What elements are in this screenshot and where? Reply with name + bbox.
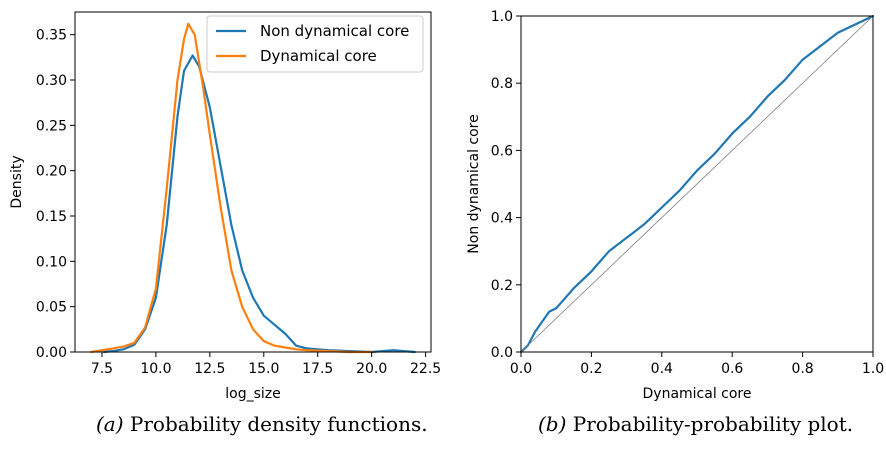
pp-y-tick-label: 0.6 [491, 143, 513, 159]
pp-y-tick-label: 1.0 [491, 9, 513, 25]
density-chart: 7.5 10.0 12.5 15.0 17.5 20.0 22.5 0.00 0.05 0.10… [9, 11, 441, 402]
density-legend: Non dynamical core Dynamical core [206, 15, 424, 73]
pp-x-tick-label: 0.6 [721, 361, 743, 377]
caption-b-text: Probability-probability plot. [572, 412, 854, 436]
pp-chart: 0.0 0.2 0.4 0.6 0.8 1.0 0.0 0.2 0.4 0.6 0.8 1.0 Dy… [466, 9, 884, 402]
density-x-tick-label: 20.0 [356, 361, 387, 377]
pp-x-tick-label: 0.0 [510, 361, 532, 377]
density-y-tick-label: 0.15 [36, 209, 67, 225]
pp-x-tick-label: 0.8 [791, 361, 813, 377]
density-x-tick-label: 12.5 [194, 361, 225, 377]
caption-a-text: Probability density functions. [129, 412, 428, 436]
pp-y-ticks: 0.0 0.2 0.4 0.6 0.8 1.0 [491, 9, 521, 361]
density-x-ticks: 7.5 10.0 12.5 15.0 17.5 20.0 22.5 [91, 352, 441, 377]
pp-x-tick-label: 0.4 [651, 361, 673, 377]
caption-b: (b) Probability-probability plot. [538, 412, 853, 436]
density-y-tick-label: 0.30 [36, 73, 67, 89]
legend-label-non-dynamical-core: Non dynamical core [260, 22, 409, 40]
density-x-tick-label: 17.5 [302, 361, 333, 377]
pp-y-axis-label: Non dynamical core [466, 114, 482, 253]
density-y-tick-label: 0.25 [36, 118, 67, 134]
density-y-tick-label: 0.20 [36, 164, 67, 180]
pp-plot-frame [520, 15, 874, 353]
pp-x-tick-label: 1.0 [862, 361, 884, 377]
density-line-dynamical-core [90, 22, 373, 354]
legend-label-dynamical-core: Dynamical core [260, 47, 377, 65]
density-x-tick-label: 10.0 [140, 361, 171, 377]
pp-y-tick-label: 0.2 [491, 278, 513, 294]
density-y-axis-label: Density [9, 155, 25, 208]
pp-y-tick-label: 0.0 [491, 345, 513, 361]
density-y-tick-label: 0.00 [36, 345, 67, 361]
density-x-tick-label: 15.0 [248, 361, 279, 377]
density-x-tick-label: 7.5 [91, 361, 113, 377]
caption-a: (a) Probability density functions. [96, 412, 428, 436]
pp-x-ticks: 0.0 0.2 0.4 0.6 0.8 1.0 [510, 352, 884, 377]
pp-y-tick-label: 0.8 [491, 76, 513, 92]
legend-box [206, 15, 424, 73]
caption-a-tag: (a) [96, 412, 124, 436]
caption-b-tag: (b) [538, 412, 567, 436]
pp-x-axis-label: Dynamical core [643, 386, 752, 402]
density-plot-frame [74, 11, 432, 353]
density-y-ticks: 0.00 0.05 0.10 0.15 0.20 0.25 0.30 0.35 [36, 28, 75, 361]
density-series-group [90, 22, 416, 354]
density-y-tick-label: 0.10 [36, 254, 67, 270]
density-y-tick-label: 0.35 [36, 28, 67, 44]
pp-x-tick-label: 0.2 [580, 361, 602, 377]
pp-reference-diagonal [520, 15, 874, 353]
pp-y-tick-label: 0.4 [491, 211, 513, 227]
density-y-tick-label: 0.05 [36, 300, 67, 316]
pp-line-series-0 [519, 14, 875, 354]
density-x-tick-label: 22.5 [410, 361, 441, 377]
density-x-axis-label: log_size [225, 386, 281, 402]
pp-series-group [519, 14, 875, 354]
